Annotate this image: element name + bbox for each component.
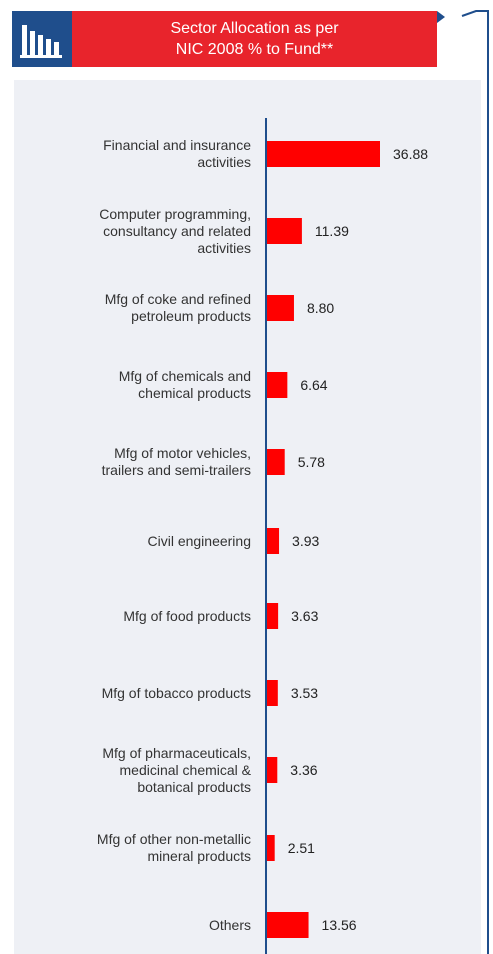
category-label-10: Others bbox=[51, 917, 251, 934]
bar-3 bbox=[267, 372, 288, 398]
category-label-line: activities bbox=[197, 239, 251, 256]
category-label-line: botanical products bbox=[137, 778, 251, 795]
category-label-5: Civil engineering bbox=[51, 533, 251, 550]
value-label-3: 6.64 bbox=[300, 377, 328, 393]
category-label-line: trailers and semi-trailers bbox=[101, 462, 251, 478]
bar-7 bbox=[267, 680, 278, 706]
category-label-line: chemical products bbox=[138, 385, 251, 401]
category-label-line: Mfg of pharmaceuticals, bbox=[102, 744, 251, 761]
bar-2 bbox=[267, 295, 294, 321]
category-label-8: Mfg of pharmaceuticals, medicinal chemica… bbox=[51, 745, 251, 796]
category-label-line: Mfg of motor vehicles, bbox=[114, 445, 251, 461]
category-label-line: petroleum products bbox=[131, 308, 251, 324]
category-label-line: Mfg of food products bbox=[123, 607, 251, 624]
category-label-line: activities bbox=[197, 154, 251, 170]
chart-panel bbox=[14, 80, 481, 954]
category-label-9: Mfg of other non-metallic mineral product… bbox=[51, 831, 251, 865]
bar-9 bbox=[267, 835, 275, 861]
category-label-line: Mfg of coke and refined bbox=[104, 291, 251, 307]
bar-5 bbox=[267, 528, 280, 554]
bar-0 bbox=[267, 141, 380, 167]
chart-title-line-1: Sector Allocation as per bbox=[170, 20, 339, 37]
value-label-0: 36.88 bbox=[393, 146, 429, 162]
chart-title-line-2: NIC 2008 % to Fund** bbox=[175, 41, 334, 58]
banner-arrow-icon bbox=[437, 11, 445, 23]
category-label-1: Computer programming, consultancy and rel… bbox=[51, 206, 251, 257]
value-label-1: 11.39 bbox=[314, 223, 349, 239]
category-label-line: Others bbox=[208, 916, 251, 933]
category-label-2: Mfg of coke and refined petroleum product… bbox=[51, 291, 251, 325]
value-label-5: 3.93 bbox=[292, 533, 320, 549]
value-label-4: 5.78 bbox=[297, 454, 325, 470]
category-label-line: Financial and insurance bbox=[103, 137, 251, 153]
category-label-7: Mfg of tobacco products bbox=[51, 685, 251, 702]
category-label-line: Mfg of chemicals and bbox=[118, 368, 251, 384]
category-label-3: Mfg of chemicals and chemical products bbox=[51, 368, 251, 402]
category-label-4: Mfg of motor vehicles, trailers and semi-… bbox=[51, 445, 251, 479]
category-label-6: Mfg of food products bbox=[51, 608, 251, 625]
category-label-line: consultancy and related bbox=[103, 222, 251, 239]
bar-1 bbox=[267, 218, 302, 244]
value-label-9: 2.51 bbox=[287, 840, 315, 856]
bar-4 bbox=[267, 449, 285, 475]
bar-chart-icon bbox=[12, 11, 72, 67]
category-label-line: Mfg of tobacco products bbox=[101, 684, 251, 701]
category-label-line: medicinal chemical & bbox=[119, 761, 252, 778]
chart-title-banner: Sector Allocation as per NIC 2008 % to F… bbox=[72, 11, 437, 67]
bar-6 bbox=[267, 603, 279, 629]
category-label-0: Financial and insurance activities bbox=[51, 137, 251, 171]
category-label-line: Civil engineering bbox=[147, 532, 251, 549]
category-label-line: mineral products bbox=[147, 848, 252, 864]
value-label-2: 8.80 bbox=[306, 300, 335, 316]
bar-10 bbox=[267, 912, 309, 938]
value-label-6: 3.63 bbox=[291, 608, 319, 624]
category-label-line: Computer programming, bbox=[99, 205, 251, 222]
bar-8 bbox=[267, 757, 278, 783]
value-label-7: 3.53 bbox=[290, 685, 319, 701]
value-label-8: 3.36 bbox=[290, 762, 318, 778]
value-label-10: 13.56 bbox=[321, 917, 357, 933]
category-label-line: Mfg of other non-metallic bbox=[96, 831, 251, 847]
